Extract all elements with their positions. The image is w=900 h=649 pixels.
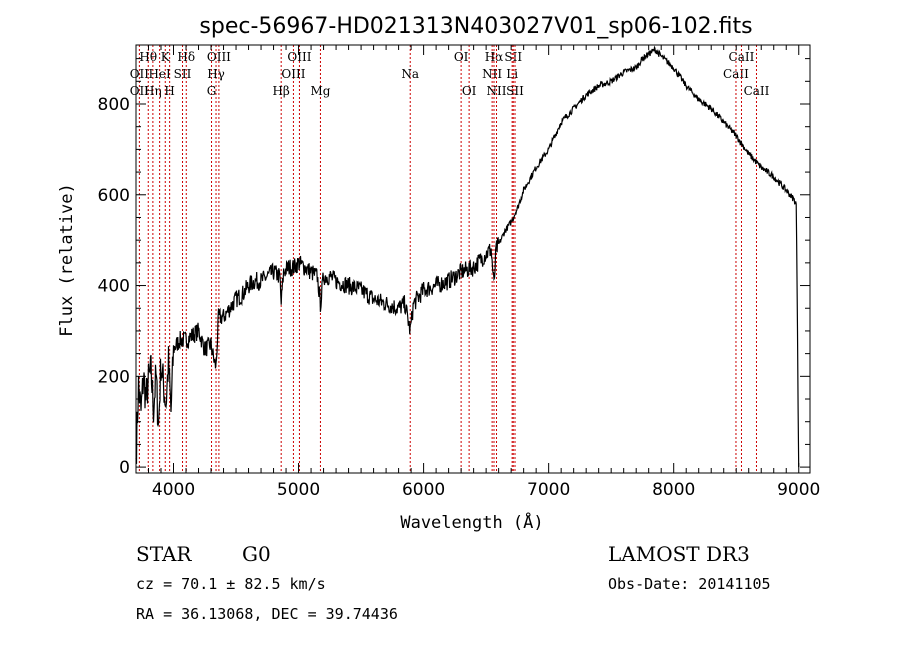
- obs-date: Obs-Date: 20141105: [608, 575, 771, 593]
- chart-title: spec-56967-HD021313N403027V01_sp06-102.f…: [199, 14, 752, 39]
- spectral-line-label: Hθ: [139, 50, 157, 64]
- spectral-line-markers: OIIOIIHθHηHeIKHSIIHδGHγOIIIHβOIIIOIIIMgN…: [130, 45, 770, 473]
- x-tick-label: 5000: [277, 480, 320, 500]
- axis-ticks: 4000 5000 6000 7000 8000 9000 0 200 400 600 800: [98, 45, 820, 500]
- spectral-line-label: Hδ: [177, 50, 195, 64]
- spectral-line-label: NII: [487, 84, 507, 98]
- spectral-line-label: SII: [504, 50, 522, 64]
- x-tick-label: 9000: [777, 480, 820, 500]
- spectral-line-label: G: [207, 84, 217, 98]
- spectral-line-label: SII: [174, 67, 192, 81]
- subclass: G0: [242, 542, 271, 566]
- spectral-line-label: CaII: [729, 50, 755, 64]
- spectral-line-label: Hβ: [272, 84, 289, 98]
- coordinates: RA = 36.13068, DEC = 39.74436: [136, 605, 398, 623]
- y-tick-label: 0: [119, 458, 130, 478]
- spectral-line-label: OI: [454, 50, 469, 64]
- spectral-line-label: OII: [130, 67, 150, 81]
- spectrum-line: [135, 45, 800, 468]
- redshift-value: cz = 70.1 ± 82.5 km/s: [136, 575, 326, 593]
- spectral-line-label: Na: [401, 67, 419, 81]
- survey-name: LAMOST DR3: [608, 542, 750, 566]
- spectral-line-label: OIII: [281, 67, 305, 81]
- x-tick-label: 7000: [527, 480, 570, 500]
- spectral-line-label: OIII: [207, 50, 231, 64]
- spectral-line-label: Hγ: [207, 67, 225, 81]
- spectral-line-label: HeI: [148, 67, 171, 81]
- spectral-line-label: OIII: [287, 50, 311, 64]
- y-tick-label: 600: [98, 186, 130, 206]
- y-axis-label: Flux (relative): [57, 183, 77, 337]
- spectral-line-label: CaII: [744, 84, 770, 98]
- y-tick-label: 400: [98, 277, 130, 297]
- spectral-line-label: CaII: [723, 67, 749, 81]
- x-tick-label: 8000: [652, 480, 695, 500]
- spectral-line-label: Hη: [144, 84, 162, 98]
- spectral-line-label: Mg: [310, 84, 330, 98]
- x-tick-label: 6000: [402, 480, 445, 500]
- plot-frame: [135, 44, 811, 474]
- y-tick-label: 800: [98, 95, 130, 115]
- y-tick-label: 200: [98, 367, 130, 387]
- x-axis-label: Wavelength (Å): [400, 511, 543, 533]
- spectral-line-label: Hα: [485, 50, 504, 64]
- spectral-line-label: Li: [506, 67, 518, 81]
- spectral-line-label: K: [161, 50, 171, 64]
- x-tick-label: 4000: [152, 480, 195, 500]
- spectral-line-label: H: [164, 84, 174, 98]
- spectral-line-label: OII: [130, 84, 150, 98]
- spectral-line-label: SII: [506, 84, 524, 98]
- spectral-line-label: OI: [462, 84, 477, 98]
- spectral-line-label: NII: [482, 67, 502, 81]
- object-type: STAR: [136, 542, 192, 566]
